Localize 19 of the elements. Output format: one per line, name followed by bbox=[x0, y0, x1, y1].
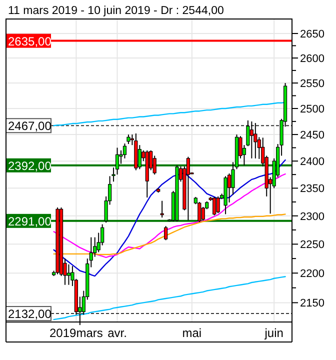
y-tick-label: 2400 bbox=[300, 156, 324, 168]
y-tick-label: 2300 bbox=[300, 210, 324, 223]
y-tick-label: 2250 bbox=[300, 239, 324, 252]
chart-title: 11 mars 2019 - 10 juin 2019 - Dr : 2544,00 bbox=[8, 5, 224, 17]
ref-line-label: 2635,00 bbox=[8, 34, 52, 48]
y-tick-label: 2350 bbox=[300, 183, 324, 196]
y-tick-label: 2150 bbox=[300, 298, 324, 310]
x-tick-label: juin bbox=[264, 326, 284, 340]
y-tick-label: 2600 bbox=[300, 53, 324, 66]
y-tick-label: 2200 bbox=[300, 268, 324, 280]
y-tick-label: 2500 bbox=[300, 104, 324, 116]
y-tick-label: 2550 bbox=[300, 78, 324, 90]
x-tick-label: avr. bbox=[108, 326, 127, 340]
ref-line-label: 2392,00 bbox=[8, 158, 52, 173]
x-tick-label: mai bbox=[182, 326, 202, 340]
x-tick-label: 2019mars bbox=[50, 326, 103, 340]
y-tick-label: 2450 bbox=[300, 130, 324, 142]
y-tick-label: 2650 bbox=[300, 28, 324, 40]
ref-line-label: 2291,00 bbox=[8, 214, 52, 228]
